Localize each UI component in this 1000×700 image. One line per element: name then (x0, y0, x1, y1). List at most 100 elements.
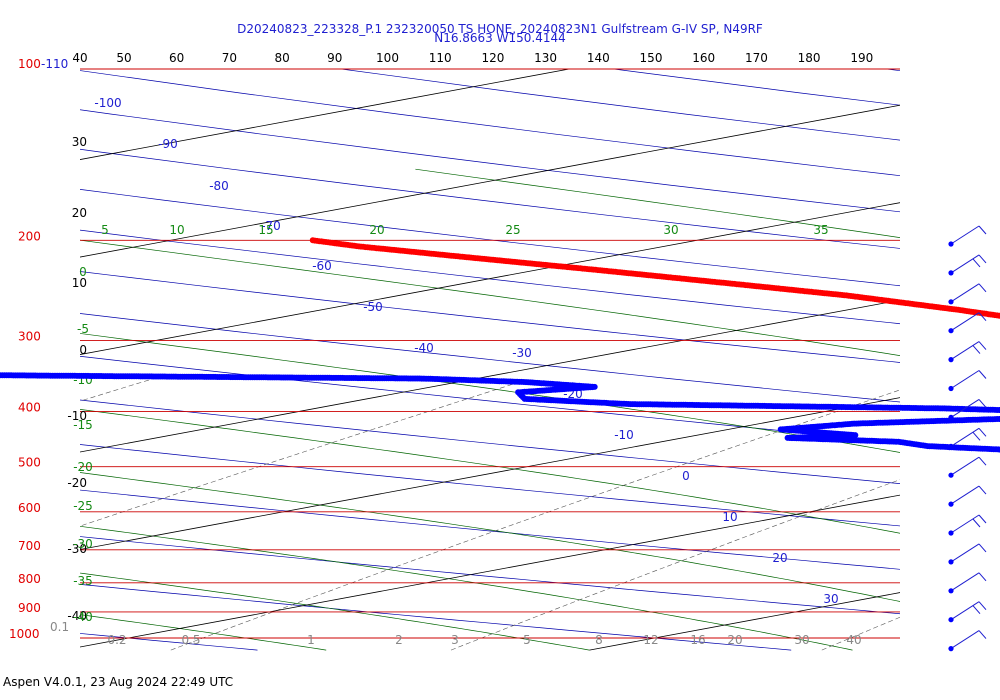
wind-barb (948, 427, 987, 449)
wind-barb (948, 341, 987, 363)
mixing-ratio-label: 20 (727, 633, 742, 647)
top-scale-label: 130 (534, 51, 557, 65)
mixing-ratio-label: 40 (846, 633, 861, 647)
moist-adiabat-edge-label: -15 (73, 418, 93, 432)
dry-adiabat-line (80, 229, 900, 325)
dry-adiabat-line (80, 444, 900, 527)
dry-adiabat-line (80, 109, 900, 213)
dry-adiabat-label: -30 (512, 346, 532, 360)
wind-barb-point (948, 588, 954, 594)
wind-barb-staff (950, 283, 980, 303)
dewpoint-point (0, 372, 4, 379)
wind-barb (948, 370, 987, 392)
isotherm-line (80, 299, 900, 453)
isotherm-label: 10 (72, 276, 87, 290)
moist-adiabat-label: 30 (663, 223, 678, 237)
dry-adiabat-label: 0 (682, 469, 690, 483)
wind-barb-staff (950, 485, 980, 505)
dry-adiabat-label: 30 (823, 592, 838, 606)
dry-adiabat-line (341, 69, 900, 141)
isotherm-line (80, 202, 900, 355)
temperature-profile (309, 237, 1000, 319)
wind-barb (948, 543, 987, 565)
wind-barb-point (948, 241, 954, 247)
wind-barb-flag (978, 225, 987, 235)
dry-adiabat-label: -60 (312, 259, 332, 273)
moist-adiabat-edge-label: -30 (73, 537, 93, 551)
wind-barb-staff (950, 254, 980, 274)
top-scale-label: 170 (745, 51, 768, 65)
wind-barb-staff (950, 572, 980, 592)
dry-adiabat-line (80, 189, 900, 287)
top-scale-label: 110 (429, 51, 452, 65)
wind-barb (948, 254, 987, 276)
wind-barb-flag (978, 514, 987, 524)
wind-barb-staff (950, 601, 980, 621)
dry-adiabat-line (80, 313, 900, 403)
wind-barb-flag (978, 254, 987, 264)
wind-barb-flag (978, 341, 987, 350)
top-scale-label: 150 (640, 51, 663, 65)
mixing-ratio-label: 30 (794, 633, 809, 647)
wind-barb-point (948, 472, 954, 478)
moist-adiabat-label: 15 (258, 223, 273, 237)
dry-adiabat-line (80, 148, 900, 249)
diagram-labels: 100 -1100.1100090080070060050040030020040… (9, 51, 873, 647)
dry-adiabat-label: -50 (363, 300, 383, 314)
wind-barb-staff (950, 630, 980, 650)
dry-adiabat-label: -80 (209, 179, 229, 193)
top-scale-label: 50 (116, 51, 131, 65)
mixing-ratio-label: 1 (307, 633, 315, 647)
mixing-ratio-label: 3 (451, 633, 459, 647)
chart-title-line-1: D20240823_223328_P.1 232320050 TS HONE, … (237, 22, 763, 36)
mixing-ratio-label: 12 (643, 633, 658, 647)
wind-barb-staff (950, 341, 980, 361)
wind-barb-point (948, 646, 954, 652)
top-scale-label: 100 (376, 51, 399, 65)
isotherm-label: 30 (72, 135, 87, 149)
wind-barb (948, 398, 987, 420)
wind-barb-flag (978, 312, 987, 322)
wind-barb-staff (950, 427, 980, 447)
wind-barb (948, 283, 987, 305)
isotherm-label: -20 (67, 476, 87, 490)
wind-barb-column (948, 225, 987, 652)
wind-barb (948, 601, 987, 623)
wind-barb (948, 514, 987, 536)
isotherm-label: -40 (67, 609, 87, 623)
moist-adiabat-label: 35 (813, 223, 828, 237)
wind-barb-staff (950, 456, 980, 476)
wind-barb (948, 312, 987, 334)
top-scale-label: 60 (169, 51, 184, 65)
wind-barb-point (948, 414, 954, 420)
wind-barb (948, 572, 987, 594)
mixing-ratio-label: 2 (395, 633, 403, 647)
dry-adiabat-line (80, 489, 900, 570)
wind-barb-point (948, 385, 954, 392)
moist-adiabat-edge-label: -25 (73, 499, 93, 513)
wind-barb-flag (978, 283, 987, 293)
wind-barb-point (948, 328, 954, 334)
dry-adiabat-line (80, 355, 900, 443)
wind-barb (948, 225, 987, 247)
top-scale-label: 90 (327, 51, 342, 65)
wind-barb-flag (972, 605, 981, 615)
top-scale-label: 190 (850, 51, 873, 65)
pressure-label: 400 (18, 401, 41, 415)
wind-barb-flag (978, 427, 987, 437)
pressure-label: 500 (18, 456, 41, 470)
corner-label: -110 (41, 57, 68, 71)
wind-barb-point (948, 270, 954, 276)
wind-barb-point (948, 357, 954, 363)
corner-label: 0.1 (50, 620, 69, 634)
wind-barb-point (948, 559, 954, 565)
isotherm-label: 0 (79, 343, 87, 357)
dry-adiabat-label: -40 (414, 341, 434, 355)
wind-barb-staff (950, 543, 980, 563)
wind-barb-staff (950, 398, 980, 418)
moist-adiabat-edge-label: -20 (73, 460, 93, 474)
diagram-grid (80, 68, 900, 651)
top-scale-label: 40 (72, 51, 87, 65)
isotherm-label: 20 (72, 206, 87, 220)
